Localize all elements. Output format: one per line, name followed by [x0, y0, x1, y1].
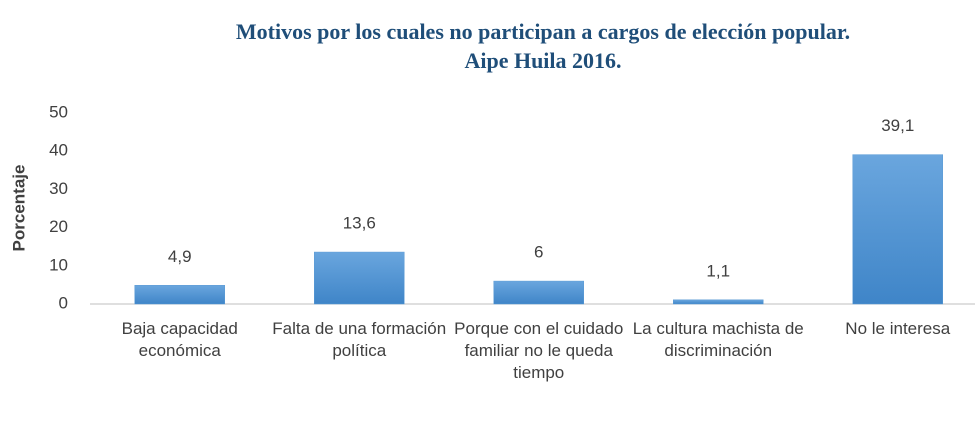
x-tick-label: Porque con el cuidado familiar no le que… [454, 319, 624, 382]
data-label: 1,1 [706, 261, 730, 280]
data-label: 39,1 [881, 116, 914, 135]
x-tick-label: La cultura machista de discriminación [632, 319, 804, 360]
bar [134, 285, 225, 305]
x-tick-label: Baja capacidad económica [121, 319, 238, 360]
data-label: 4,9 [168, 247, 192, 266]
y-axis-label: Porcentaje [9, 165, 28, 252]
bar [493, 280, 584, 305]
bar [852, 154, 943, 305]
bar [673, 299, 764, 305]
y-tick-label: 30 [49, 179, 68, 198]
y-tick-label: 40 [49, 141, 68, 160]
y-tick-label: 10 [49, 255, 68, 274]
chart-title: Aipe Huila 2016. [464, 48, 621, 73]
chart-title: Motivos por los cuales no participan a c… [236, 19, 850, 44]
data-label: 6 [534, 243, 543, 262]
data-label: 13,6 [343, 214, 376, 233]
y-tick-label: 0 [59, 293, 68, 312]
y-tick-label: 20 [49, 217, 68, 236]
x-tick-label: No le interesa [845, 319, 951, 338]
bar [314, 251, 405, 305]
x-tick-label: Falta de una formación política [272, 319, 447, 360]
y-tick-label: 50 [49, 102, 68, 121]
